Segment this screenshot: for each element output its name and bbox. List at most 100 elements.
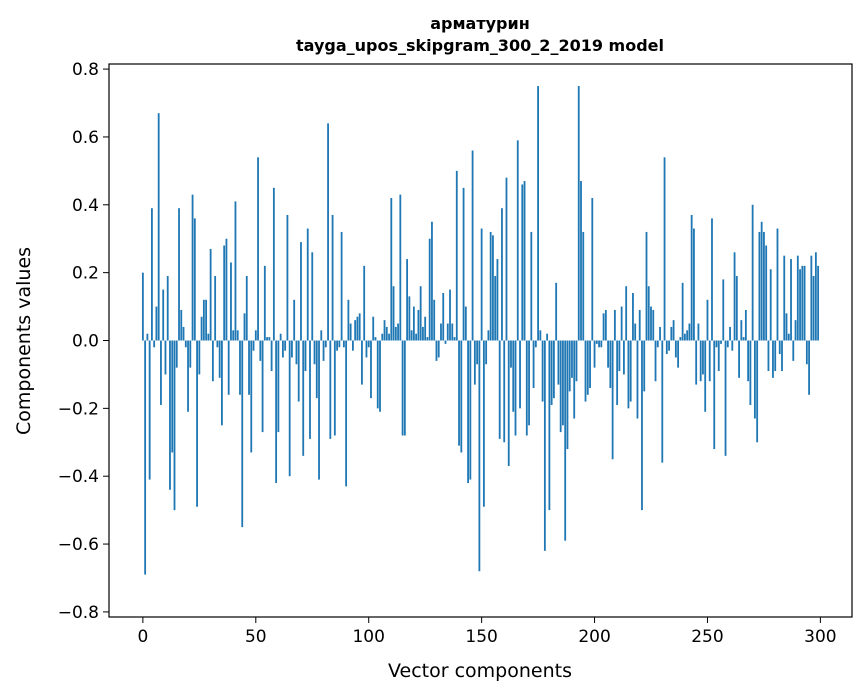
bar xyxy=(785,313,788,341)
bar xyxy=(577,86,580,341)
bar xyxy=(803,265,806,341)
bar xyxy=(702,340,704,375)
bar xyxy=(408,296,411,341)
bar xyxy=(248,340,250,395)
bar xyxy=(232,330,235,341)
x-tick-label: 200 xyxy=(578,627,610,647)
y-axis-label: Components values xyxy=(13,247,35,435)
bar xyxy=(629,340,632,402)
bar xyxy=(650,306,652,341)
bar xyxy=(424,316,427,341)
y-tick-label: 0.0 xyxy=(72,332,99,352)
bar xyxy=(604,309,607,341)
bar xyxy=(153,340,156,348)
bar xyxy=(376,340,379,409)
chart-title: арматурин xyxy=(430,14,530,33)
bar xyxy=(501,208,503,341)
bar xyxy=(394,326,397,341)
bar xyxy=(164,340,167,375)
bar xyxy=(458,340,460,446)
bar xyxy=(704,340,707,412)
bar xyxy=(616,340,619,405)
bar xyxy=(708,340,711,382)
bar xyxy=(796,255,799,341)
bar xyxy=(189,340,192,368)
bar xyxy=(467,340,469,483)
bar xyxy=(315,340,318,399)
bar xyxy=(169,340,171,490)
y-tick-label: 0.2 xyxy=(72,264,99,284)
bar xyxy=(455,170,458,341)
bar xyxy=(428,238,431,341)
bar xyxy=(415,333,418,341)
x-tick-label: 150 xyxy=(465,627,497,647)
bar xyxy=(584,340,587,402)
bar xyxy=(769,269,772,341)
chart-subtitle: tayga_upos_skipgram_300_2_2019 model xyxy=(296,36,664,55)
bar xyxy=(322,340,325,361)
bar xyxy=(494,276,497,341)
bar xyxy=(623,340,625,375)
bar xyxy=(388,333,390,341)
bar xyxy=(272,187,275,341)
bar xyxy=(537,86,539,341)
bar xyxy=(476,340,479,365)
bar xyxy=(374,337,377,341)
bar xyxy=(250,340,253,453)
bar xyxy=(363,265,366,341)
bar xyxy=(670,326,673,341)
bar xyxy=(591,198,594,341)
bar xyxy=(810,255,813,341)
bar xyxy=(193,218,196,341)
bar xyxy=(753,340,756,419)
bar xyxy=(329,340,332,439)
bar xyxy=(361,340,363,385)
bar xyxy=(281,340,284,358)
bar xyxy=(440,323,442,341)
bar xyxy=(541,340,544,402)
bar xyxy=(749,340,752,405)
bar xyxy=(555,282,558,341)
bar xyxy=(790,259,792,341)
bar xyxy=(598,340,600,348)
bar xyxy=(480,228,483,341)
bar xyxy=(534,340,537,348)
y-tick-label: −0.4 xyxy=(58,467,99,487)
y-tick-label: −0.8 xyxy=(58,603,99,623)
bar xyxy=(688,323,691,341)
bar xyxy=(214,276,217,341)
bar xyxy=(401,340,404,436)
bar xyxy=(372,316,375,341)
bar xyxy=(550,340,553,405)
bar xyxy=(166,276,169,341)
bar xyxy=(690,214,693,341)
bar xyxy=(349,323,352,341)
bar xyxy=(383,320,386,341)
bar xyxy=(462,187,465,341)
bar xyxy=(817,265,820,341)
bar xyxy=(627,340,630,409)
bar xyxy=(160,340,162,405)
bar xyxy=(225,238,228,341)
bar xyxy=(403,340,406,436)
bar xyxy=(571,340,573,378)
x-tick-label: 50 xyxy=(245,627,267,647)
x-tick-label: 0 xyxy=(137,627,148,647)
bar xyxy=(449,289,451,341)
bar xyxy=(345,340,348,487)
bar xyxy=(464,306,467,341)
bar xyxy=(715,340,718,348)
bar xyxy=(656,340,659,348)
bar xyxy=(729,326,731,341)
bar xyxy=(144,340,147,575)
bar xyxy=(297,340,300,402)
bar xyxy=(503,340,506,443)
bar xyxy=(607,340,609,368)
bar xyxy=(575,340,578,382)
bar xyxy=(706,299,709,341)
bar xyxy=(146,333,149,341)
bar xyxy=(442,293,445,341)
bar xyxy=(751,204,754,341)
bar xyxy=(586,340,589,395)
